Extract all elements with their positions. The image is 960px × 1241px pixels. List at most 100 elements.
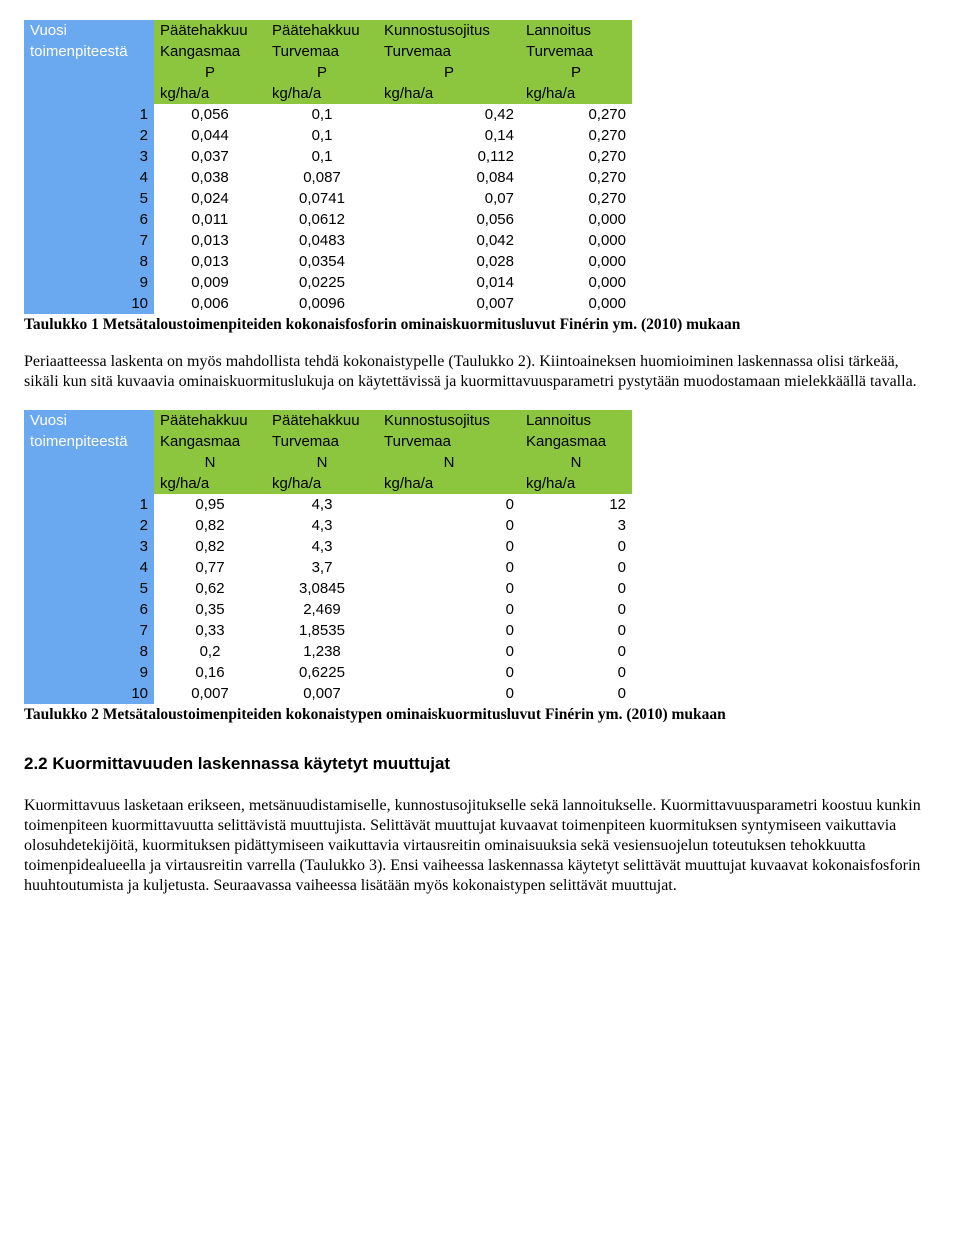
- table-cell: 6: [24, 209, 154, 230]
- table-cell: 0: [520, 578, 632, 599]
- table-cell: 9: [24, 662, 154, 683]
- table-cell: 0: [520, 641, 632, 662]
- paragraph-2: Kuormittavuus lasketaan erikseen, metsän…: [24, 796, 936, 896]
- table-row: 40,773,700: [24, 557, 632, 578]
- table-1-header-row-2: P P P P: [24, 62, 632, 83]
- table-cell: 0: [378, 536, 520, 557]
- table-cell: 0,0354: [266, 251, 378, 272]
- table-cell: 0,007: [378, 293, 520, 314]
- table-cell: 0,000: [520, 209, 632, 230]
- t1-h3-c1: kg/ha/a: [154, 83, 266, 104]
- table-cell: 0: [378, 557, 520, 578]
- table-row: 90,160,622500: [24, 662, 632, 683]
- table-row: 80,21,23800: [24, 641, 632, 662]
- table-cell: 0,011: [154, 209, 266, 230]
- t1-h1-c0: toimenpiteestä: [24, 41, 154, 62]
- table-cell: 0,112: [378, 146, 520, 167]
- table-cell: 0,77: [154, 557, 266, 578]
- table-cell: 2,469: [266, 599, 378, 620]
- table-cell: 0,000: [520, 293, 632, 314]
- table-cell: 5: [24, 188, 154, 209]
- t1-h2-c1: P: [154, 62, 266, 83]
- table-cell: 4,3: [266, 515, 378, 536]
- table-cell: 3,7: [266, 557, 378, 578]
- t2-h3-c4: kg/ha/a: [520, 473, 632, 494]
- table-cell: 6: [24, 599, 154, 620]
- t2-h0-c0: Vuosi: [24, 410, 154, 431]
- table-cell: 0,006: [154, 293, 266, 314]
- t2-h0-c3: Kunnostusojitus: [378, 410, 520, 431]
- t2-h1-c3: Turvemaa: [378, 431, 520, 452]
- table-row: 10,0560,10,420,270: [24, 104, 632, 125]
- table-cell: 0,35: [154, 599, 266, 620]
- table-cell: 3: [24, 536, 154, 557]
- table-cell: 0,1: [266, 104, 378, 125]
- table-2-header-row-0: Vuosi Päätehakkuu Päätehakkuu Kunnostuso…: [24, 410, 632, 431]
- table-row: 30,0370,10,1120,270: [24, 146, 632, 167]
- t2-h0-c2: Päätehakkuu: [266, 410, 378, 431]
- t2-h3-c3: kg/ha/a: [378, 473, 520, 494]
- table-cell: 0: [378, 683, 520, 704]
- table-cell: 0,270: [520, 167, 632, 188]
- table-cell: 3,0845: [266, 578, 378, 599]
- table-row: 60,0110,06120,0560,000: [24, 209, 632, 230]
- table-row: 60,352,46900: [24, 599, 632, 620]
- table-cell: 0,42: [378, 104, 520, 125]
- t2-h0-c4: Lannoitus: [520, 410, 632, 431]
- table-cell: 0,0225: [266, 272, 378, 293]
- t2-h1-c0: toimenpiteestä: [24, 431, 154, 452]
- table-cell: 0,270: [520, 188, 632, 209]
- t1-h3-c0: [24, 83, 154, 104]
- t2-h2-c1: N: [154, 452, 266, 473]
- table-cell: 0: [378, 662, 520, 683]
- table-row: 40,0380,0870,0840,270: [24, 167, 632, 188]
- table-cell: 2: [24, 125, 154, 146]
- table-cell: 1: [24, 494, 154, 515]
- table-cell: 4: [24, 167, 154, 188]
- t1-h2-c2: P: [266, 62, 378, 83]
- table-2-header-row-3: kg/ha/a kg/ha/a kg/ha/a kg/ha/a: [24, 473, 632, 494]
- table-cell: 7: [24, 230, 154, 251]
- t1-h1-c3: Turvemaa: [378, 41, 520, 62]
- table-cell: 0,084: [378, 167, 520, 188]
- t1-h1-c4: Turvemaa: [520, 41, 632, 62]
- table-cell: 10: [24, 293, 154, 314]
- table-cell: 0,33: [154, 620, 266, 641]
- table-cell: 9: [24, 272, 154, 293]
- table-cell: 0,270: [520, 146, 632, 167]
- table-cell: 0: [520, 683, 632, 704]
- table-cell: 0,044: [154, 125, 266, 146]
- table-cell: 0,056: [378, 209, 520, 230]
- table-cell: 0,007: [154, 683, 266, 704]
- table-cell: 0,028: [378, 251, 520, 272]
- table-cell: 0,07: [378, 188, 520, 209]
- table-row: 10,954,3012: [24, 494, 632, 515]
- table-row: 90,0090,02250,0140,000: [24, 272, 632, 293]
- table-2-header-row-2: N N N N: [24, 452, 632, 473]
- t1-h0-c0: Vuosi: [24, 20, 154, 41]
- t2-h0-c1: Päätehakkuu: [154, 410, 266, 431]
- table-cell: 0: [378, 620, 520, 641]
- table-row: 20,824,303: [24, 515, 632, 536]
- table-cell: 0,2: [154, 641, 266, 662]
- t2-h3-c2: kg/ha/a: [266, 473, 378, 494]
- table-cell: 5: [24, 578, 154, 599]
- table-cell: 0,95: [154, 494, 266, 515]
- table-1: Vuosi Päätehakkuu Päätehakkuu Kunnostuso…: [24, 20, 632, 314]
- table-row: 20,0440,10,140,270: [24, 125, 632, 146]
- table-cell: 0,14: [378, 125, 520, 146]
- t2-h2-c0: [24, 452, 154, 473]
- table-cell: 4: [24, 557, 154, 578]
- table-row: 70,331,853500: [24, 620, 632, 641]
- t1-h3-c4: kg/ha/a: [520, 83, 632, 104]
- table-cell: 0,16: [154, 662, 266, 683]
- table-cell: 0,087: [266, 167, 378, 188]
- table-row: 100,0060,00960,0070,000: [24, 293, 632, 314]
- table-cell: 0: [520, 599, 632, 620]
- table-cell: 0,014: [378, 272, 520, 293]
- table-cell: 0,024: [154, 188, 266, 209]
- table-cell: 0,013: [154, 230, 266, 251]
- table-cell: 0: [520, 557, 632, 578]
- t1-h3-c3: kg/ha/a: [378, 83, 520, 104]
- table-cell: 0: [520, 620, 632, 641]
